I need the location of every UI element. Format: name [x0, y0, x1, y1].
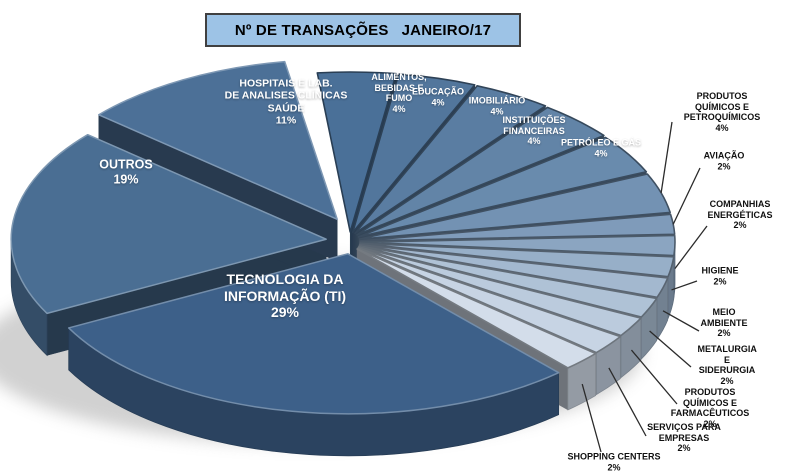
leader-line-shopping-centers [581, 383, 602, 453]
pie-slice-hospitais-e-lab-de-analises-clinicas-saude [98, 60, 338, 221]
pie-slice-alimentos-bebidas-e-fumo [316, 71, 398, 233]
pie-slice-metalurgia-e-siderurgia [358, 245, 658, 318]
leader-line-metalurgia-e-siderurgia [649, 330, 692, 368]
pie-slice-produtos-quimicos-e-farmaceuticos [357, 246, 642, 337]
pie-slice-meio-ambiente [358, 243, 669, 299]
leader-line-meio-ambiente [662, 310, 700, 332]
pie-slice-servicos-para-empresas [357, 247, 622, 354]
leader-line-aviacao [672, 167, 701, 225]
pie-slice-produtos-quimicos-e-petroquimicos [358, 173, 671, 240]
pie-slice-instituicoes-financeiras [356, 106, 605, 236]
pie-slice-educacao [351, 73, 476, 234]
leader-line-produtos-quimicos-e-farmaceuticos [630, 349, 678, 405]
chart-title: Nº DE TRANSAÇÕES JANEIRO/17 [205, 13, 521, 47]
leader-line-companhias-energeticas [674, 225, 708, 270]
pie-slice-outros [10, 133, 327, 315]
pie-slice-imobiliario [354, 85, 547, 235]
leader-line-servicos-para-empresas [608, 367, 647, 437]
leader-line-produtos-quimicos-e-petroquimicos [660, 121, 673, 193]
pie-slice-tecnologia-da-informacao-ti [67, 253, 560, 415]
pie-slice-aviacao [359, 213, 676, 242]
pie-slice-petroleo-e-gas [357, 136, 648, 238]
leader-line-higiene [671, 280, 698, 291]
pie-slice-companhias-energeticas [359, 234, 676, 257]
pie-slice-shopping-centers [356, 248, 597, 369]
pie-slice-higiene [359, 242, 675, 278]
